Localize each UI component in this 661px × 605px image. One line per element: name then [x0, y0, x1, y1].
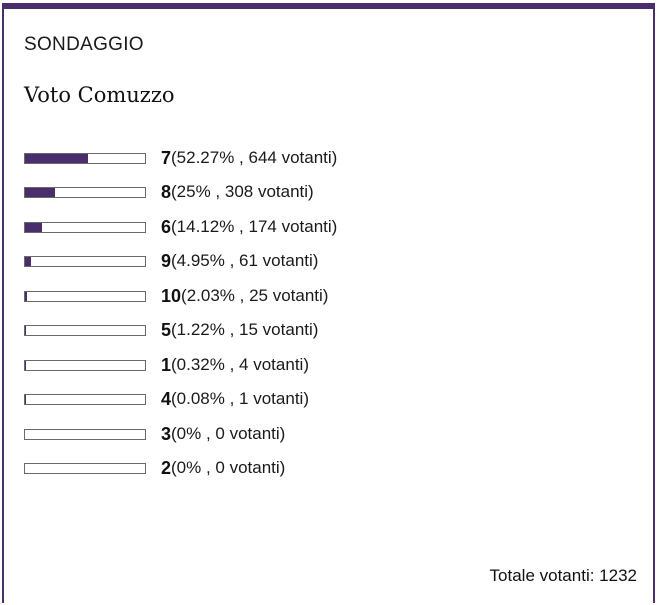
progress-bar-fill [25, 394, 27, 404]
option-value: 5 [161, 320, 172, 340]
progress-bar-fill [25, 291, 28, 301]
option-stats: (0.32% , 4 votanti) [171, 355, 309, 374]
option-stats: (25% , 308 votanti) [171, 182, 314, 201]
progress-bar [24, 359, 146, 371]
poll-label: SONDAGGIO [24, 34, 144, 55]
poll-option: 9 (4.95% , 61 votanti) [24, 249, 318, 273]
option-stats: (1.22% , 15 votanti) [171, 320, 319, 339]
poll-option: 6 (14.12% , 174 votanti) [24, 215, 337, 239]
progress-bar [24, 186, 146, 198]
poll-option: 3 (0% , 0 votanti) [24, 422, 285, 446]
progress-bar-fill [25, 222, 42, 232]
poll-option: 5 (1.22% , 15 votanti) [24, 318, 318, 342]
option-stats: (0.08% , 1 votanti) [171, 389, 309, 408]
poll-option: 8 (25% , 308 votanti) [24, 180, 314, 204]
total-voters: Totale votanti: 1232 [489, 566, 637, 585]
progress-bar [24, 428, 146, 440]
progress-bar [24, 290, 146, 302]
progress-bar [24, 393, 146, 405]
poll-option: 4 (0.08% , 1 votanti) [24, 387, 309, 411]
progress-bar-fill [25, 256, 31, 266]
option-stats: (14.12% , 174 votanti) [171, 217, 338, 236]
poll-question: Voto Comuzzo [24, 83, 175, 107]
progress-bar-fill [25, 325, 27, 335]
poll-option: 2 (0% , 0 votanti) [24, 456, 285, 480]
option-value: 3 [161, 424, 172, 444]
progress-bar-fill [25, 360, 27, 370]
poll-card: SONDAGGIO Voto Comuzzo 7 (52.27% , 644 v… [2, 3, 655, 603]
option-value: 7 [161, 148, 172, 168]
option-value: 9 [161, 251, 172, 271]
progress-bar [24, 255, 146, 267]
option-stats: (0% , 0 votanti) [171, 458, 286, 477]
option-stats: (0% , 0 votanti) [171, 424, 286, 443]
option-value: 1 [161, 355, 172, 375]
option-value: 4 [161, 389, 172, 409]
option-stats: (4.95% , 61 votanti) [171, 251, 319, 270]
progress-bar [24, 462, 146, 474]
progress-bar-fill [25, 153, 88, 163]
option-value: 10 [161, 286, 182, 306]
option-stats: (2.03% , 25 votanti) [181, 286, 329, 305]
poll-option: 7 (52.27% , 644 votanti) [24, 146, 337, 170]
option-value: 6 [161, 217, 172, 237]
progress-bar [24, 324, 146, 336]
option-value: 2 [161, 458, 172, 478]
poll-option: 10 (2.03% , 25 votanti) [24, 284, 328, 308]
option-stats: (52.27% , 644 votanti) [171, 148, 338, 167]
progress-bar [24, 152, 146, 164]
progress-bar [24, 221, 146, 233]
poll-option: 1 (0.32% , 4 votanti) [24, 353, 309, 377]
progress-bar-fill [25, 187, 55, 197]
option-value: 8 [161, 182, 172, 202]
